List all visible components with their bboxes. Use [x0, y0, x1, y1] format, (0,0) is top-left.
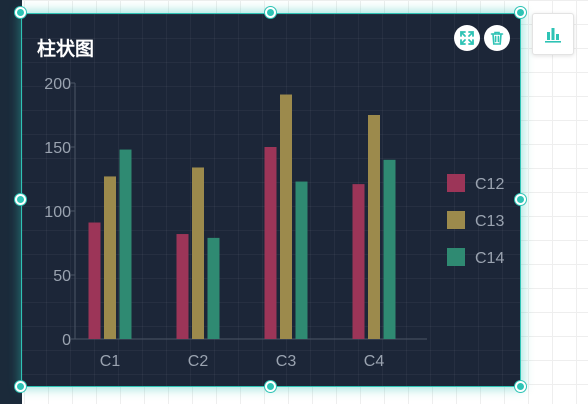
bar-c13-c4: [368, 115, 380, 339]
expand-button[interactable]: [454, 25, 480, 51]
legend-swatch: [447, 248, 465, 266]
bar-c12-c4: [352, 184, 365, 339]
legend-item-label: C14: [475, 250, 504, 267]
y-tick-label: 100: [44, 204, 71, 221]
x-tick-label: C4: [364, 353, 385, 370]
bar-c13-c3: [280, 94, 292, 340]
bar-c12-c1: [88, 222, 101, 339]
resize-handle-top-right[interactable]: [515, 7, 526, 18]
resize-handle-right[interactable]: [515, 194, 526, 205]
resize-handle-left[interactable]: [15, 194, 26, 205]
bar-c12-c2: [176, 234, 189, 339]
resize-handle-bottom-left[interactable]: [15, 381, 26, 392]
x-tick-label: C1: [100, 353, 121, 370]
y-tick-label: 200: [44, 76, 71, 93]
bar-c14-c2: [207, 237, 220, 339]
resize-handle-bottom-right[interactable]: [515, 381, 526, 392]
trash-icon: [490, 31, 504, 45]
x-tick-label: C3: [276, 353, 297, 370]
chart-type-button[interactable]: [532, 13, 574, 55]
bar-c12-c3: [264, 147, 277, 339]
bar-c14-c4: [383, 159, 396, 339]
bar-c13-c2: [192, 167, 204, 339]
bar-chart: 0 50 100 150 200 C1 C2 C3 C4 C12 C13 C14: [44, 76, 504, 370]
bar-c13-c1: [104, 176, 116, 339]
x-tick-label: C2: [188, 353, 209, 370]
y-tick-label: 150: [44, 140, 71, 157]
widget-title: 柱状图: [37, 38, 95, 60]
y-tick-label: 0: [62, 332, 71, 349]
legend-swatch: [447, 211, 465, 229]
bar-chart-widget[interactable]: 柱状图 0 50 100 150 200 C1 C2 C3 C4 C12 C13 C14: [21, 13, 521, 387]
resize-handle-top-left[interactable]: [15, 7, 26, 18]
legend-swatch: [447, 174, 465, 192]
resize-handle-top[interactable]: [265, 7, 276, 18]
expand-icon: [460, 31, 474, 45]
legend-item-label: C13: [475, 213, 504, 230]
bar-c14-c1: [119, 149, 132, 339]
y-tick-label: 50: [53, 268, 71, 285]
canvas-edge-strip: [0, 0, 22, 404]
bar-c14-c3: [295, 181, 308, 339]
legend-item-label: C12: [475, 176, 504, 193]
bar-chart-icon: [545, 28, 561, 43]
delete-button[interactable]: [484, 25, 510, 51]
resize-handle-bottom[interactable]: [265, 381, 276, 392]
